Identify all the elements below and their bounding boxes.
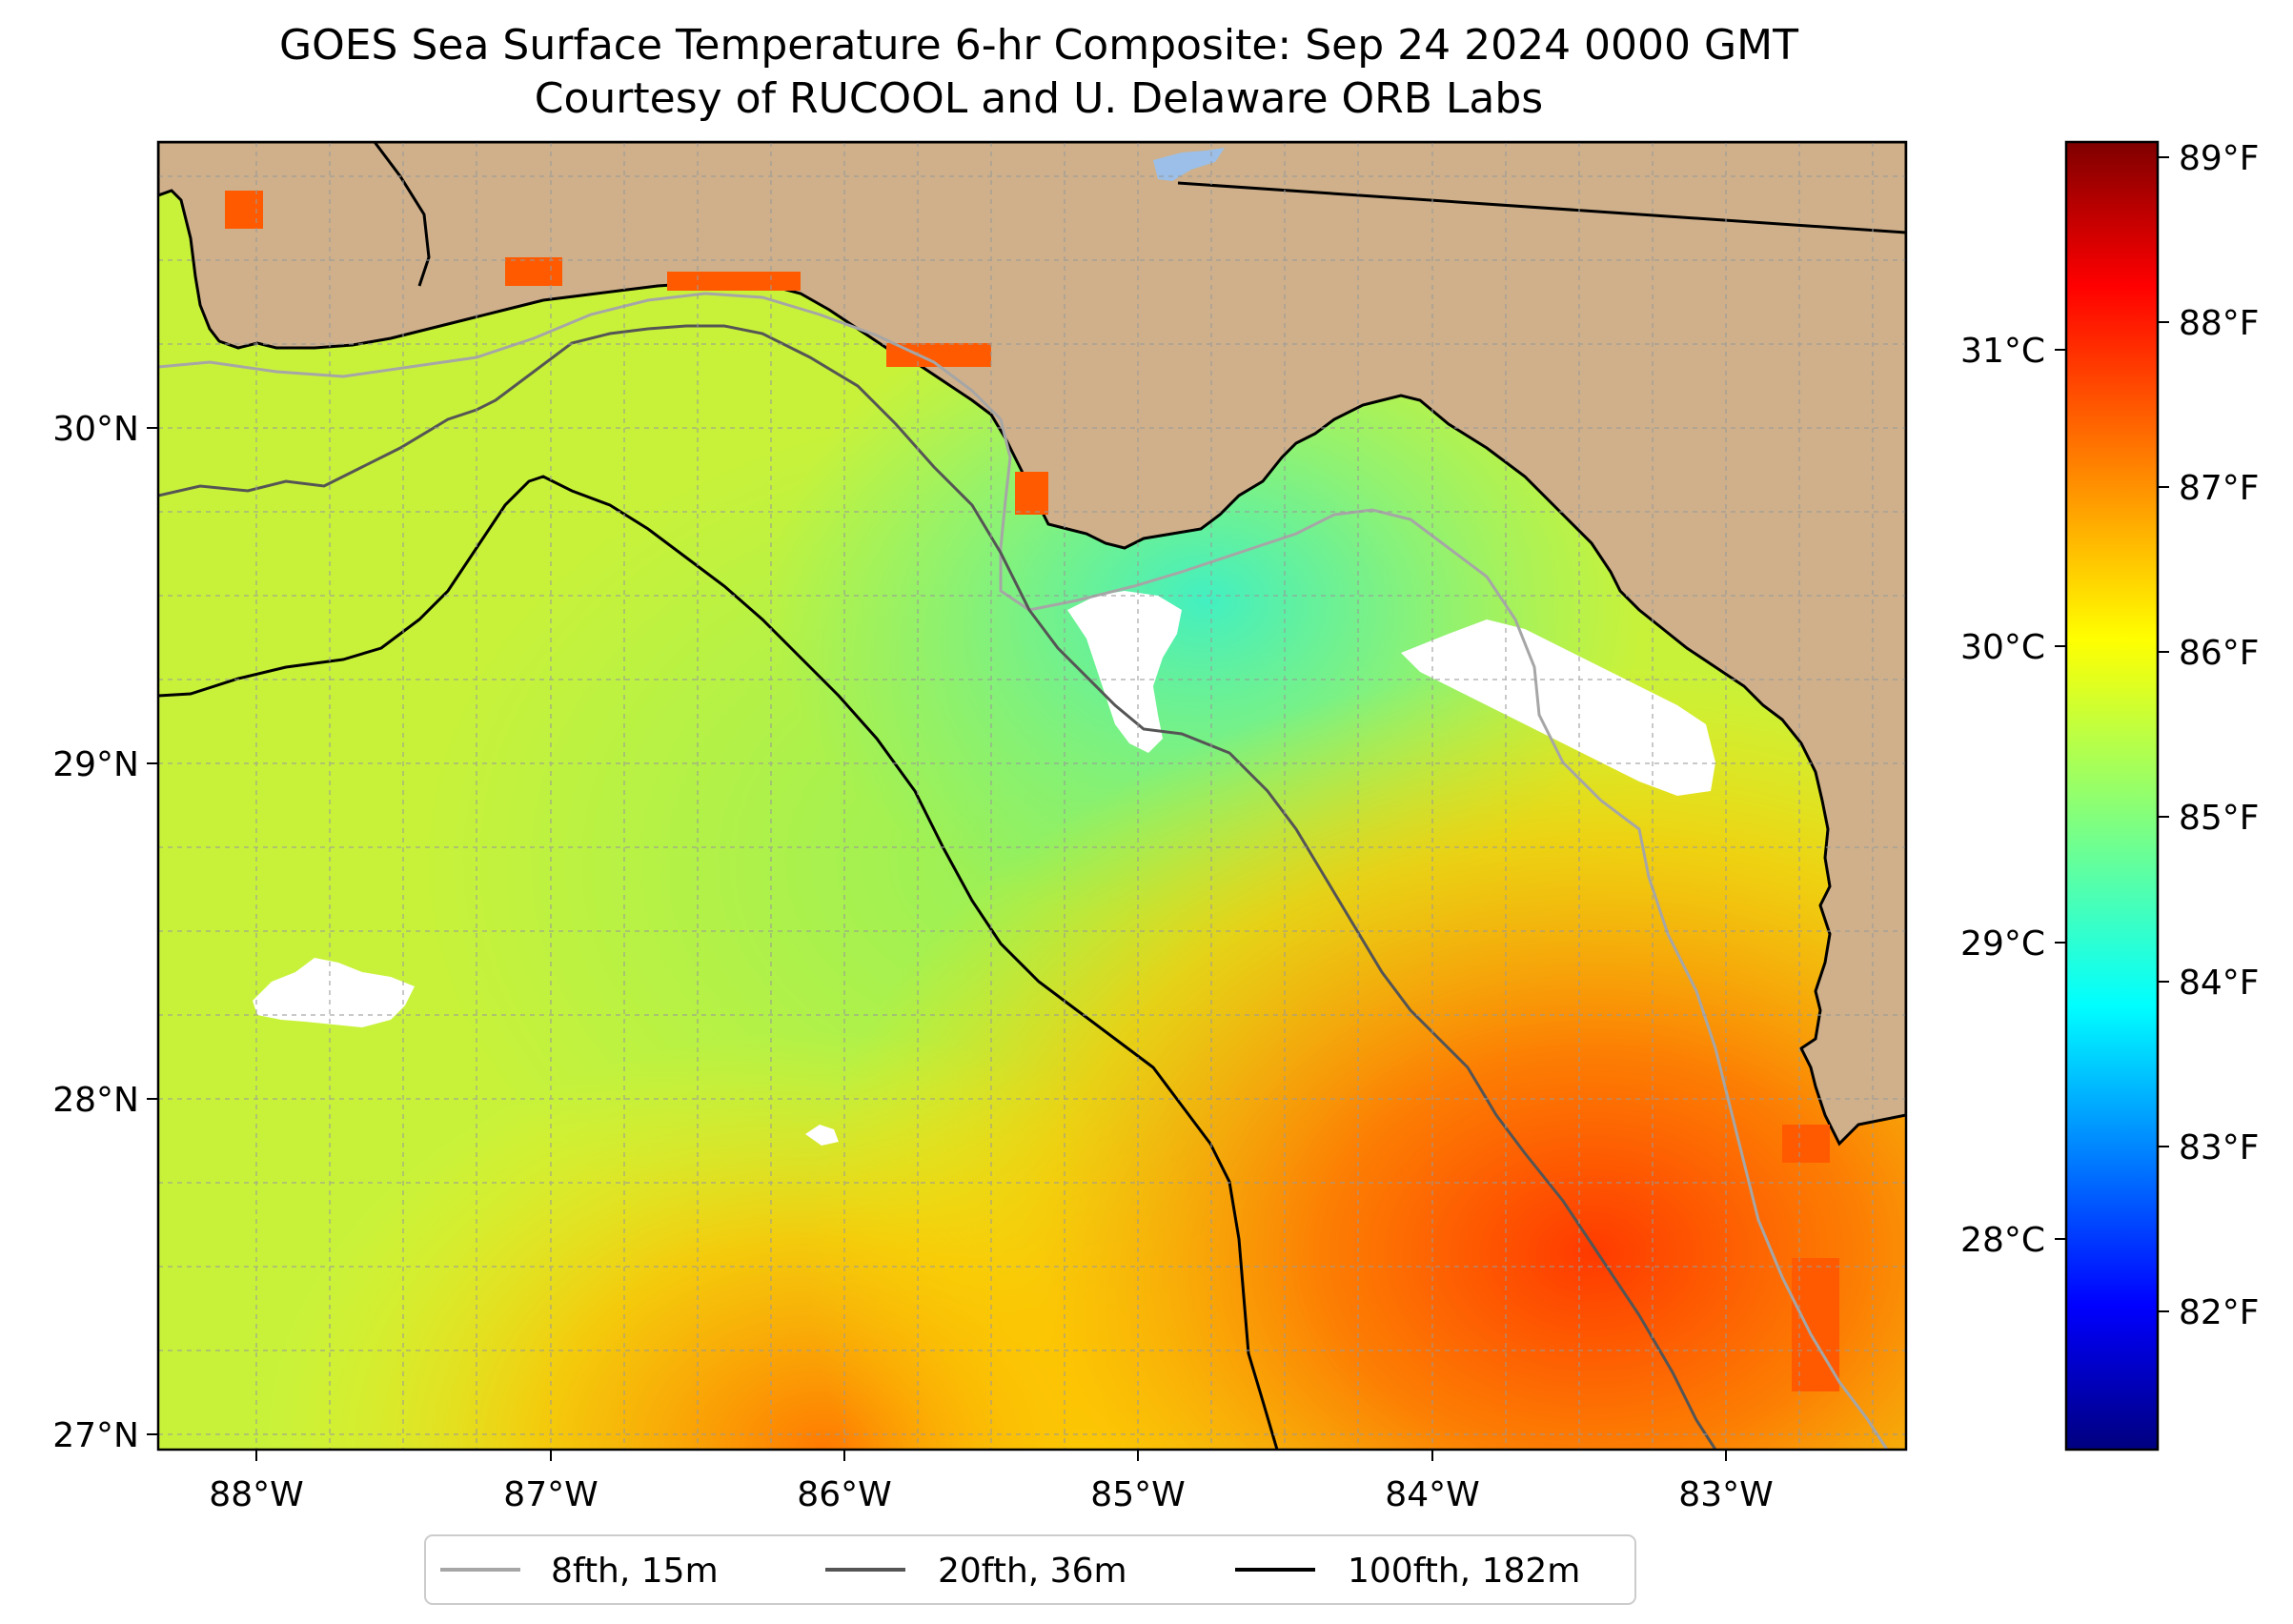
colorbar-label-29c: 29°C [1960, 924, 2045, 964]
chart-title-line2: Courtesy of RUCOOL and U. Delaware ORB L… [534, 74, 1544, 123]
inland-lake [1153, 148, 1225, 181]
no-data-small [805, 1125, 839, 1146]
state-border-west [373, 142, 431, 287]
lon-tick-marks [255, 1450, 1727, 1461]
no-data-central [1067, 591, 1182, 753]
colorbar-label-86f: 86°F [2179, 634, 2260, 673]
colorbar-label-85f: 85°F [2179, 799, 2260, 838]
colorbar-label-82f: 82°F [2179, 1293, 2260, 1332]
lat-tick-label-29n: 29°N [52, 745, 139, 784]
colorbar-label-84f: 84°F [2179, 964, 2260, 1003]
lon-tick-label-86w: 86°W [797, 1475, 891, 1514]
lon-tick-label-88w: 88°W [209, 1475, 303, 1514]
legend-box [424, 1534, 1636, 1605]
legend: 8fth, 15m 20fth, 36m 100fth, 182m [424, 1534, 1636, 1605]
colorbar-c-tick-marks [2055, 349, 2066, 1240]
colorbar-label-31c: 31°C [1960, 332, 2045, 371]
sst-map [158, 142, 1906, 1450]
colorbar-label-87f: 87°F [2179, 469, 2260, 508]
colorbar-label-83f: 83°F [2179, 1128, 2260, 1167]
colorbar-label-28c: 28°C [1960, 1221, 2045, 1260]
lat-tick-label-27n: 27°N [52, 1416, 139, 1455]
colorbar-label-89f: 89°F [2179, 139, 2260, 178]
colorbar-f-tick-marks [2158, 156, 2169, 1312]
map-frame [156, 140, 1908, 1451]
lat-tick-label-28n: 28°N [52, 1081, 139, 1120]
state-border [1177, 181, 1906, 234]
chart-title-line1: GOES Sea Surface Temperature 6-hr Compos… [279, 21, 1798, 70]
isobath-20fth-36m [158, 324, 1717, 1450]
lat-tick-marks [147, 427, 158, 1435]
legend-label-20fth: 20fth, 36m [938, 1552, 1127, 1591]
isobath-8fth-15m [158, 292, 1889, 1450]
lon-tick-label-87w: 87°W [503, 1475, 598, 1514]
legend-label-8fth: 8fth, 15m [551, 1552, 719, 1591]
isobath-100fth-182m [158, 475, 1279, 1450]
legend-label-100fth: 100fth, 182m [1348, 1552, 1580, 1591]
colorbar-label-30c: 30°C [1960, 628, 2045, 667]
land-mass [158, 142, 1906, 1147]
no-data-west [253, 958, 415, 1027]
lat-tick-label-30n: 30°N [52, 410, 139, 449]
gridlines [158, 142, 1906, 1450]
colorbar-label-88f: 88°F [2179, 304, 2260, 343]
no-data-east [1401, 619, 1715, 796]
lon-tick-label-85w: 85°W [1090, 1475, 1185, 1514]
lon-tick-label-83w: 83°W [1678, 1475, 1773, 1514]
colorbar [2064, 140, 2160, 1451]
lon-tick-label-84w: 84°W [1385, 1475, 1479, 1514]
